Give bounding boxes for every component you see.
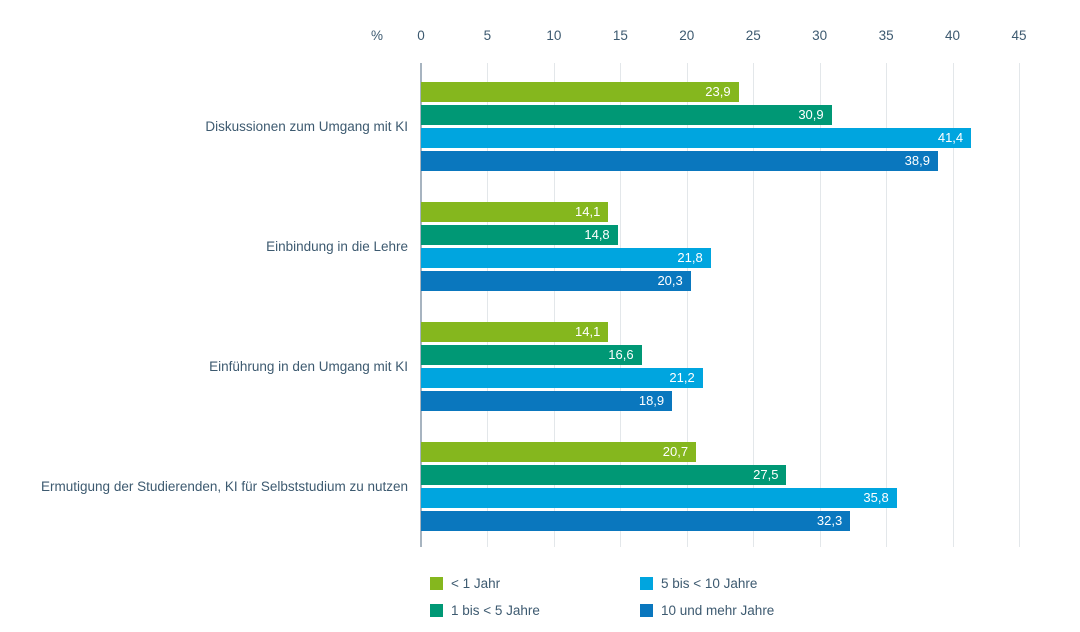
bar-value-label: 14,8	[584, 227, 610, 242]
gridline	[886, 63, 888, 547]
x-tick-label: 25	[745, 28, 761, 43]
x-tick-label: 45	[1011, 28, 1027, 43]
bar-value-label: 21,8	[677, 250, 703, 265]
gridline	[753, 63, 755, 547]
x-tick-label: 0	[417, 28, 425, 43]
gridline	[620, 63, 622, 547]
category-label: Einführung in den Umgang mit KI	[209, 358, 408, 374]
bar-3-1: 14,1	[421, 322, 609, 342]
bar-1-4: 38,9	[421, 151, 938, 171]
gridline	[819, 63, 821, 547]
gridline	[952, 63, 954, 547]
bar-3-3: 21,2	[421, 368, 703, 388]
bar-2-3: 21,8	[421, 248, 711, 268]
legend-swatch	[430, 577, 443, 590]
bar-4-1: 20,7	[421, 442, 697, 462]
gridline	[1019, 63, 1020, 547]
category-label: Diskussionen zum Umgang mit KI	[205, 118, 408, 134]
legend-swatch	[430, 604, 443, 617]
bar-4-3: 35,8	[421, 488, 897, 508]
x-tick-label: 40	[945, 28, 961, 43]
bar-4-2: 27,5	[421, 465, 787, 485]
axis-unit-label: %	[370, 28, 383, 43]
gridline	[487, 63, 489, 547]
bar-value-label: 32,3	[816, 513, 843, 528]
legend-label: < 1 Jahr	[451, 576, 501, 591]
x-tick-label: 35	[878, 28, 894, 43]
bar-3-2: 16,6	[421, 345, 642, 365]
x-tick-label: 10	[546, 28, 562, 43]
bar-value-label: 27,5	[753, 467, 779, 482]
bar-value-label: 20,7	[662, 444, 689, 459]
gridline	[553, 63, 555, 547]
x-tick-label: 15	[612, 28, 628, 43]
bar-value-label: 30,9	[798, 107, 824, 122]
x-tick-label: 30	[812, 28, 828, 43]
x-tick-label: 5	[483, 28, 492, 43]
bar-1-2: 30,9	[421, 105, 832, 125]
bar-2-1: 14,1	[421, 202, 609, 222]
bar-value-label: 14,1	[575, 204, 601, 219]
x-tick-label: 20	[679, 28, 695, 43]
bar-1-3: 41,4	[421, 128, 972, 148]
bar-value-label: 35,8	[863, 490, 889, 505]
bar-3-4: 18,9	[421, 391, 673, 411]
category-label: Einbindung in die Lehre	[266, 238, 408, 254]
zero-axis-line	[420, 63, 422, 547]
category-label: Ermutigung der Studierenden, KI für Selb…	[41, 478, 408, 494]
bar-value-label: 41,4	[937, 130, 964, 145]
bar-value-label: 16,6	[608, 347, 634, 362]
bar-1-1: 23,9	[421, 82, 739, 102]
legend-label: 10 und mehr Jahre	[661, 603, 775, 618]
legend-swatch	[640, 604, 653, 617]
bar-value-label: 38,9	[904, 153, 930, 168]
bar-2-2: 14,8	[421, 225, 618, 245]
gridline	[686, 63, 688, 547]
bar-value-label: 14,1	[575, 324, 601, 339]
bar-2-4: 20,3	[421, 271, 691, 291]
bar-value-label: 20,3	[657, 273, 683, 288]
bar-value-label: 18,9	[638, 393, 665, 408]
bar-value-label: 23,9	[705, 84, 731, 99]
legend-label: 1 bis < 5 Jahre	[451, 603, 540, 618]
bar-value-label: 21,2	[669, 370, 695, 385]
bar-4-4: 32,3	[421, 511, 851, 531]
legend-label: 5 bis < 10 Jahre	[661, 576, 758, 591]
legend-swatch	[640, 577, 653, 590]
